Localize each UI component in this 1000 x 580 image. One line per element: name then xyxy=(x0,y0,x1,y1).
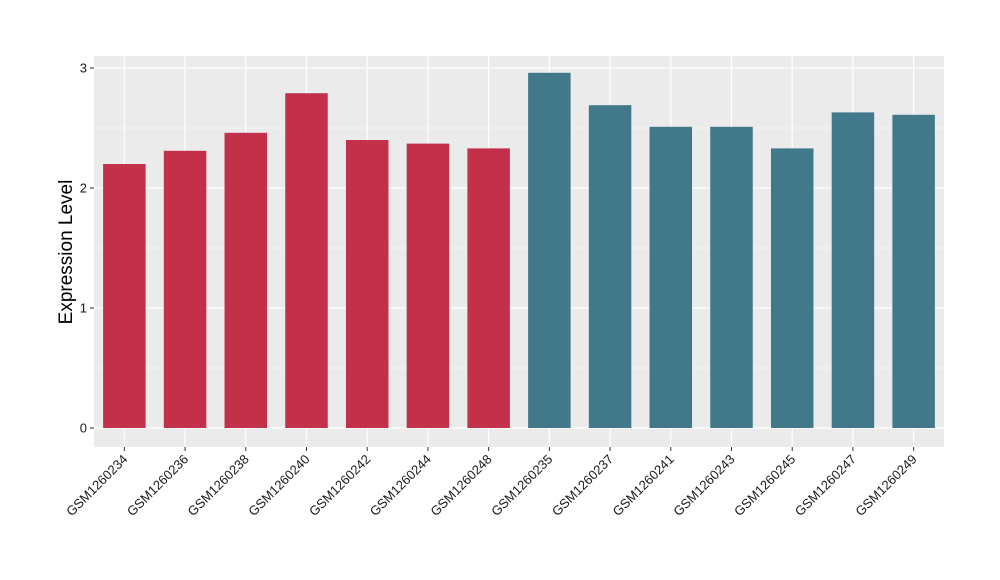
x-tick-label: GSM1260236 xyxy=(124,452,191,519)
bar-gsm1260238 xyxy=(224,132,268,429)
y-tick-label: 0 xyxy=(80,421,87,436)
x-tick-label: GSM1260244 xyxy=(367,452,434,519)
y-tick-label: 1 xyxy=(80,301,87,316)
bar-gsm1260248 xyxy=(467,148,510,428)
x-tick-label: GSM1260235 xyxy=(488,452,555,519)
x-tick-label: GSM1260237 xyxy=(549,452,616,519)
y-tick-label: 2 xyxy=(80,181,87,196)
x-tick-label: GSM1260243 xyxy=(670,452,737,519)
bar-gsm1260235 xyxy=(528,72,571,429)
plot-panel xyxy=(94,56,944,447)
y-axis: 0 1 2 3 xyxy=(80,61,94,436)
y-axis-label: Expression Level xyxy=(56,180,77,325)
bar-gsm1260236 xyxy=(163,150,207,429)
x-tick-label: GSM1260234 xyxy=(63,452,130,519)
bar-gsm1260234 xyxy=(103,164,146,428)
x-tick-label: GSM1260241 xyxy=(610,452,677,519)
x-tick-label: GSM1260242 xyxy=(306,452,373,519)
x-axis: GSM1260234GSM1260236GSM1260238GSM1260240… xyxy=(63,447,920,519)
bar-gsm1260237 xyxy=(588,105,632,428)
x-tick-label: GSM1260245 xyxy=(731,452,798,519)
bar-gsm1260240 xyxy=(285,93,328,428)
y-tick-label: 3 xyxy=(80,61,87,76)
bar-gsm1260249 xyxy=(892,114,935,429)
x-tick-label: GSM1260240 xyxy=(245,452,312,519)
bar-gsm1260241 xyxy=(649,126,693,429)
x-tick-label: GSM1260249 xyxy=(852,452,919,519)
bars xyxy=(103,72,935,429)
bar-gsm1260245 xyxy=(770,148,814,428)
bar-gsm1260247 xyxy=(831,112,875,429)
bar-gsm1260242 xyxy=(345,140,389,428)
x-tick-label: GSM1260247 xyxy=(792,452,859,519)
x-tick-label: GSM1260248 xyxy=(427,452,494,519)
bar-gsm1260244 xyxy=(406,143,450,428)
bar-gsm1260243 xyxy=(710,126,753,429)
x-tick-label: GSM1260238 xyxy=(185,452,252,519)
